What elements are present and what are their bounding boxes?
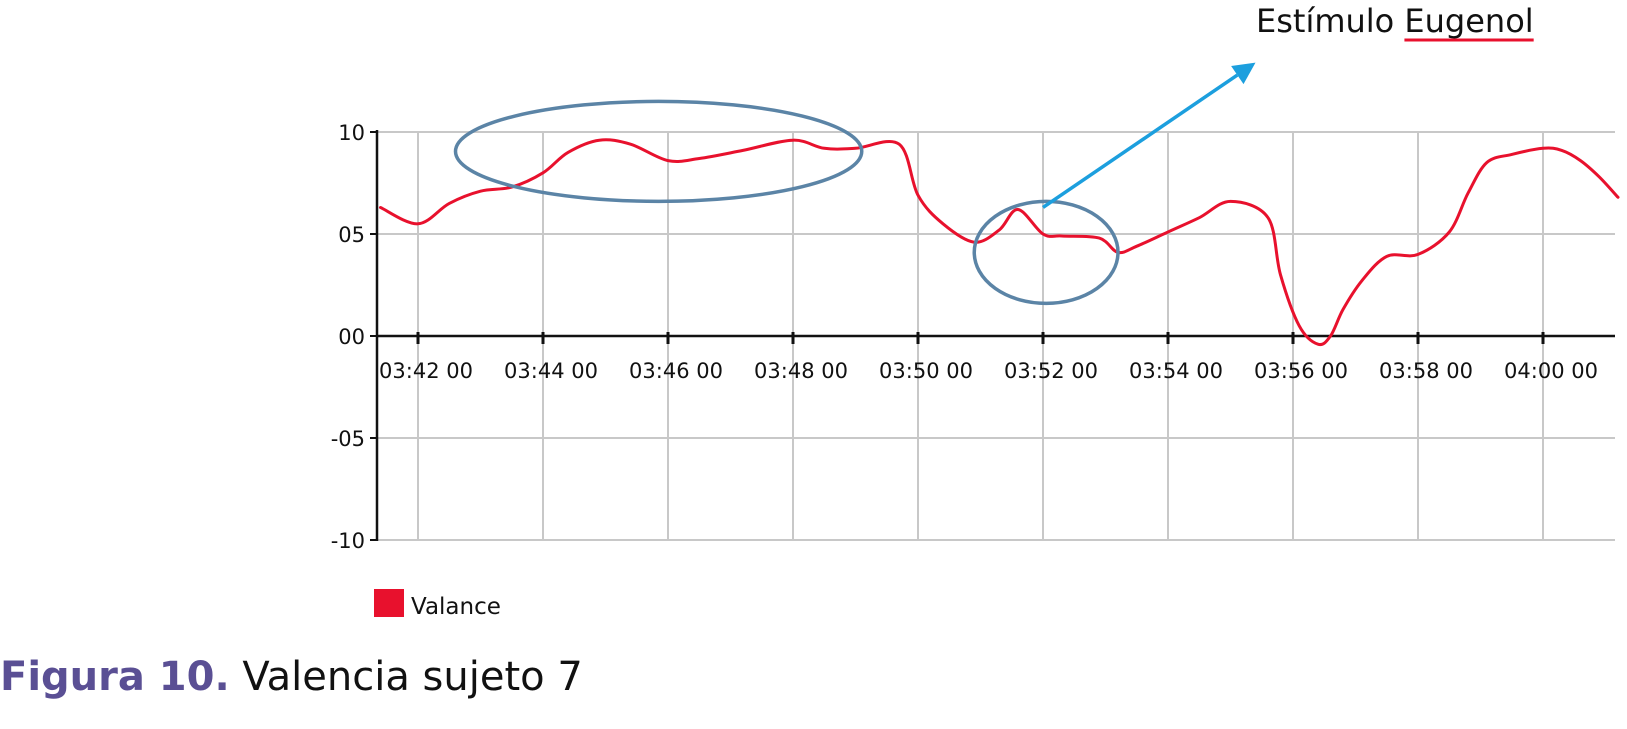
legend-label: Valance <box>411 594 501 620</box>
legend-swatch <box>374 589 404 617</box>
x-tick-label: 03:56 00 <box>1254 359 1348 383</box>
x-tick-label: 03:46 00 <box>629 359 723 383</box>
series-group <box>379 138 1620 347</box>
figure-caption-text: Valencia sujeto 7 <box>229 654 583 700</box>
x-tick-label: 03:42 00 <box>379 359 473 383</box>
x-tick-label: 03:44 00 <box>504 359 598 383</box>
figure-number: Figura 10. <box>0 654 230 700</box>
axes <box>375 130 1615 541</box>
y-axis-ticks: 10 05 00 -05 -10 <box>331 121 377 553</box>
stimulus-arrow-head <box>1231 62 1256 85</box>
y-tick-label: -10 <box>331 529 365 553</box>
annotations: Estímulo Eugenol <box>453 2 1534 306</box>
stimulus-label-prefix: Estímulo <box>1256 2 1404 40</box>
y-tick-label: 10 <box>338 121 365 145</box>
x-axis-ticks: 03:42 00 03:44 00 03:46 00 03:48 00 03:50 00… <box>379 332 1598 383</box>
legend: Valance <box>374 589 501 620</box>
stimulus-label-word: Eugenol <box>1404 2 1533 40</box>
figure-caption: Figura 10. Valencia sujeto 7 <box>0 654 583 700</box>
x-tick-label: 03:50 00 <box>879 359 973 383</box>
highlight-ellipse-2 <box>972 199 1120 306</box>
x-tick-label: 03:48 00 <box>754 359 848 383</box>
highlight-ellipse-1 <box>453 99 864 204</box>
x-tick-label: 03:52 00 <box>1004 359 1098 383</box>
stimulus-label: Estímulo Eugenol <box>1256 2 1534 40</box>
y-tick-label: 00 <box>338 325 365 349</box>
x-tick-label: 04:00 00 <box>1504 359 1598 383</box>
y-tick-label: -05 <box>331 427 365 451</box>
series-line-valance <box>379 138 1620 347</box>
stimulus-arrow-line <box>1042 73 1239 209</box>
y-tick-label: 05 <box>338 223 365 247</box>
x-tick-label: 03:54 00 <box>1129 359 1223 383</box>
x-tick-label: 03:58 00 <box>1379 359 1473 383</box>
